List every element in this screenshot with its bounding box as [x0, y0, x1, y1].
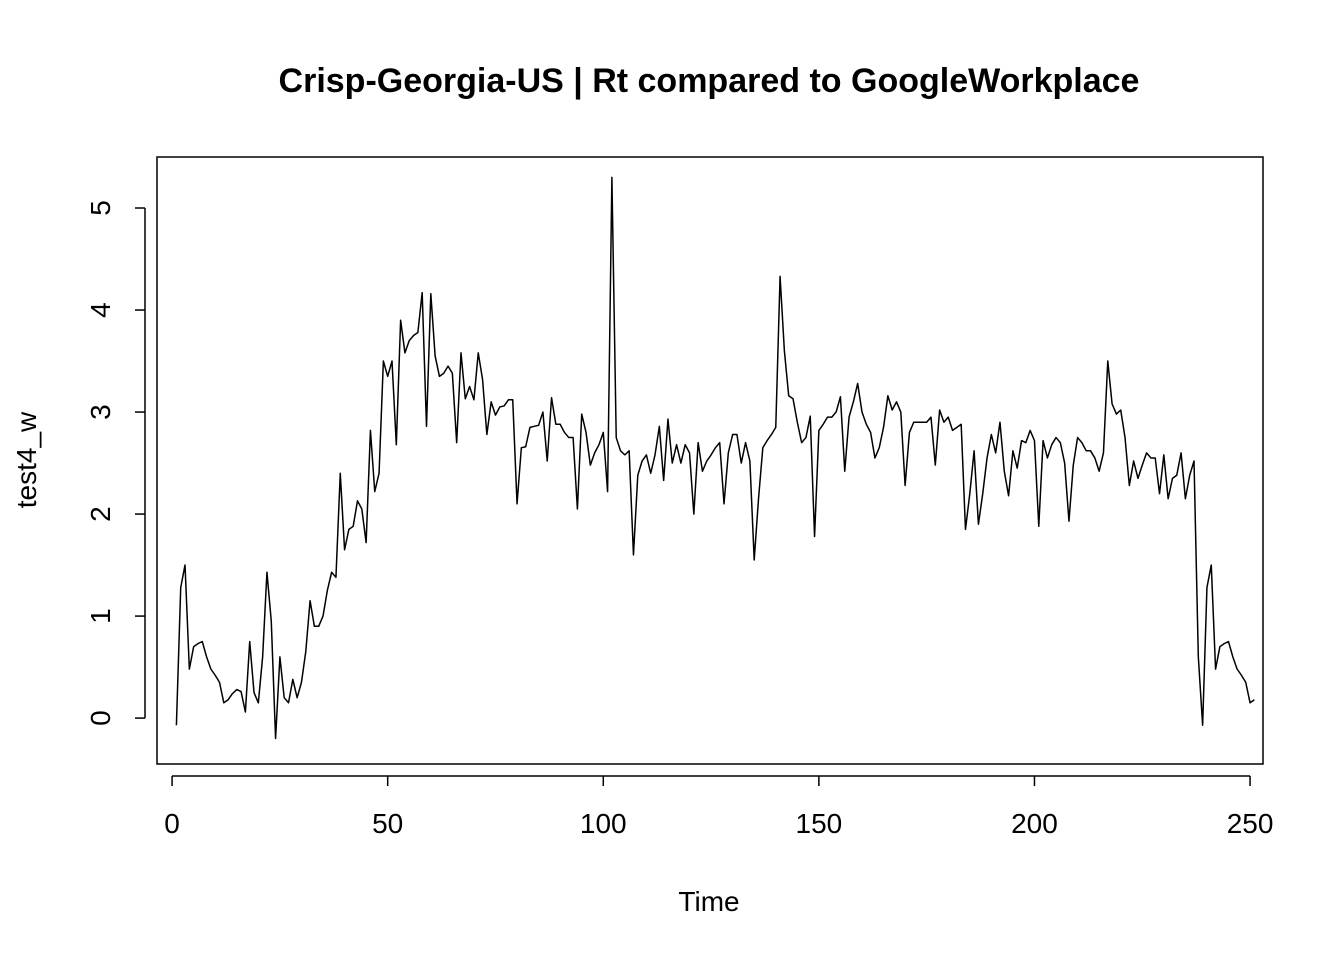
- y-tick-label: 0: [85, 710, 116, 726]
- x-axis-label: Time: [678, 886, 739, 917]
- y-tick-label: 5: [85, 200, 116, 216]
- x-tick-label: 50: [372, 808, 403, 839]
- y-tick-label: 2: [85, 506, 116, 522]
- y-axis-label: test4_w: [11, 411, 42, 508]
- y-tick-label: 1: [85, 608, 116, 624]
- x-tick-label: 150: [796, 808, 843, 839]
- plot-frame: [156, 156, 1264, 765]
- x-tick-label: 200: [1011, 808, 1058, 839]
- x-tick-label: 100: [580, 808, 627, 839]
- y-tick-label: 3: [85, 404, 116, 420]
- x-tick-label: 0: [164, 808, 180, 839]
- chart-title: Crisp-Georgia-US | Rt compared to Google…: [279, 62, 1140, 100]
- y-axis: 0 1 2 3 4 5: [85, 200, 146, 726]
- x-tick-label: 250: [1227, 808, 1274, 839]
- y-tick-label: 4: [85, 302, 116, 318]
- x-axis: 0 50 100 150 200 250: [164, 775, 1274, 839]
- series-line-test4_w: [175, 176, 1255, 740]
